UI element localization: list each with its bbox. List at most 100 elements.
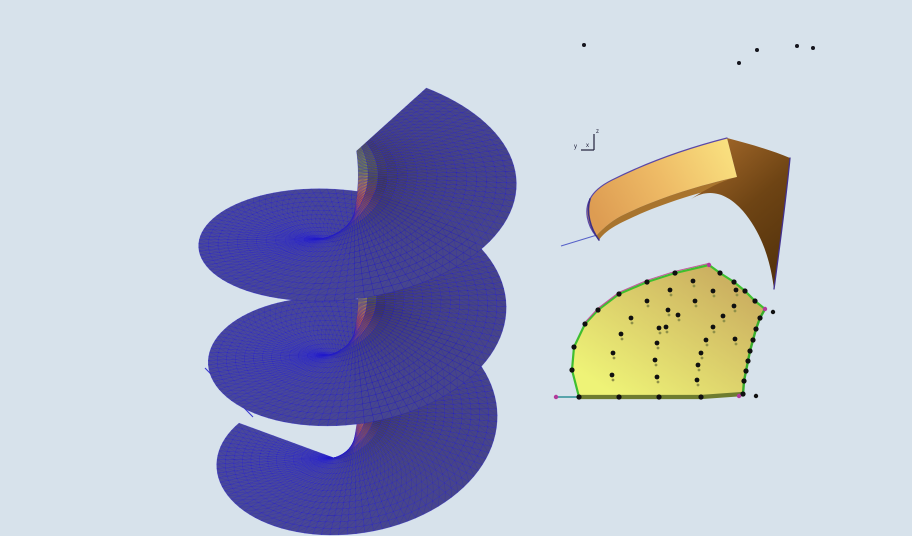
sample-point <box>644 298 650 304</box>
sample-point-shadow <box>612 356 616 360</box>
magenta-corner-point <box>762 306 768 312</box>
parameter-region-plot[interactable] <box>553 262 776 400</box>
sample-point-shadow <box>734 342 738 346</box>
sample-point-shadow <box>697 368 701 372</box>
outlier-point <box>770 309 776 315</box>
outlier-point <box>753 393 759 399</box>
boundary-node <box>616 394 622 400</box>
boundary-node <box>672 270 678 276</box>
sample-point <box>618 331 624 337</box>
brown-under-face <box>691 138 790 289</box>
sample-point <box>663 324 669 330</box>
sample-point <box>628 315 634 321</box>
sample-point-shadow <box>665 330 669 334</box>
magenta-corner-point <box>706 262 712 268</box>
region-fill <box>572 265 765 397</box>
sample-point-shadow <box>712 294 716 298</box>
sample-point <box>695 362 701 368</box>
sample-point <box>610 350 616 356</box>
scatter-dot <box>811 46 815 50</box>
boundary-node <box>747 348 753 354</box>
sample-point <box>720 313 726 319</box>
sample-point-shadow <box>656 380 660 384</box>
magenta-corner-point <box>736 393 742 399</box>
sample-point-shadow <box>712 330 716 334</box>
sample-point-shadow <box>696 383 700 387</box>
sample-point-shadow <box>722 319 726 323</box>
boundary-node <box>569 367 575 373</box>
sample-point <box>652 357 658 363</box>
sample-point-shadow <box>646 304 650 308</box>
boundary-node <box>757 315 763 321</box>
axis-label-z: z <box>596 129 599 135</box>
boundary-node <box>753 326 759 332</box>
sample-point-shadow <box>677 318 681 322</box>
boundary-node <box>752 298 758 304</box>
sample-point-shadow <box>656 346 660 350</box>
magenta-corner-point <box>553 394 559 400</box>
sample-point <box>692 298 698 304</box>
sample-point-shadow <box>658 331 662 335</box>
ruled-surface-plot[interactable] <box>560 137 791 290</box>
sample-point-shadow <box>669 293 673 297</box>
gold-left-tip-edge <box>587 198 600 241</box>
boundary-node <box>740 391 746 397</box>
sample-point-shadow <box>735 293 739 297</box>
sample-point <box>732 336 738 342</box>
sample-point-shadow <box>654 363 658 367</box>
boundary-node <box>582 321 588 327</box>
scatter-dot <box>737 61 741 65</box>
axis-label-y: y <box>574 144 577 150</box>
boundary-node <box>595 307 601 313</box>
scatter-dots <box>582 43 815 65</box>
boundary-node <box>717 270 723 276</box>
sample-point-shadow <box>667 313 671 317</box>
boundary-node <box>698 394 704 400</box>
axis-label-x: x <box>586 143 589 149</box>
sample-point <box>710 324 716 330</box>
boundary-node <box>742 288 748 294</box>
helicoid-surface-plot[interactable] <box>40 50 570 536</box>
boundary-node <box>571 344 577 350</box>
sample-point <box>656 325 662 331</box>
boundary-node <box>750 337 756 343</box>
boundary-node <box>741 378 747 384</box>
boundary-node <box>616 291 622 297</box>
sample-point <box>694 377 700 383</box>
sample-point-shadow <box>694 304 698 308</box>
sample-point <box>609 372 615 378</box>
boundary-node <box>644 279 650 285</box>
sample-point <box>654 374 660 380</box>
scatter-dot <box>755 48 759 52</box>
sample-point-shadow <box>611 378 615 382</box>
sample-point-shadow <box>705 343 709 347</box>
axes-triad: z x y <box>574 129 599 151</box>
sample-point <box>654 340 660 346</box>
sample-point <box>733 287 739 293</box>
gold-top-edge <box>586 137 728 237</box>
ribbon-axis-line <box>560 234 598 247</box>
brown-right-edge <box>773 157 791 290</box>
sample-point-shadow <box>733 309 737 313</box>
boundary-node <box>576 394 582 400</box>
sample-point <box>690 278 696 284</box>
sample-point-shadow <box>700 356 704 360</box>
sample-point <box>675 312 681 318</box>
scatter-dot <box>795 44 799 48</box>
sample-point-shadow <box>630 321 634 325</box>
boundary-node <box>731 279 737 285</box>
boundary-node <box>745 358 751 364</box>
sample-point <box>665 307 671 313</box>
boundary-node <box>656 394 662 400</box>
sample-point <box>703 337 709 343</box>
sample-point <box>710 288 716 294</box>
sample-point <box>698 350 704 356</box>
sample-point-shadow <box>692 284 696 288</box>
sample-point <box>731 303 737 309</box>
gold-top-face <box>586 138 737 236</box>
scatter-dot <box>582 43 586 47</box>
sample-point-shadow <box>620 337 624 341</box>
boundary-node <box>743 368 749 374</box>
